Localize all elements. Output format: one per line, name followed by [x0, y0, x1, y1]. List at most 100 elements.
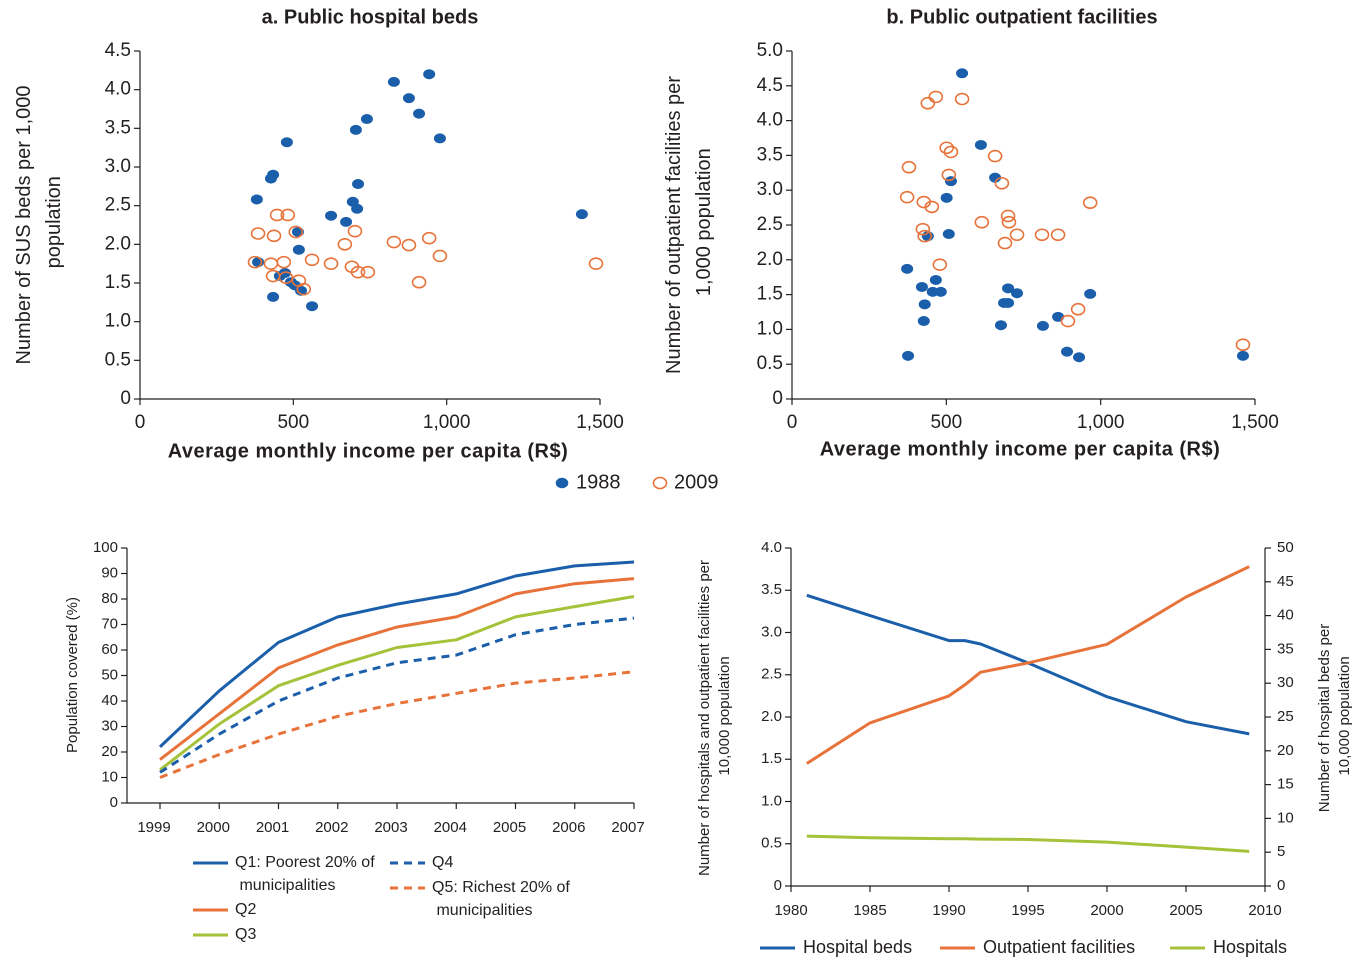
chart-panel: 0 0.5 1.0 1.5 2.0 2.5 3.0 3.5 4.0 0 5 10 15 20 25 30 35 4… [696, 539, 1353, 919]
scatter-point [575, 209, 588, 220]
y-tick-label: 0 [120, 388, 131, 409]
legend-marker [555, 477, 569, 489]
scatter-point [941, 168, 957, 182]
scatter-point [360, 265, 376, 279]
y-tick-label: 4.5 [757, 75, 783, 96]
x-tick-label: 1,000 [423, 412, 471, 433]
x-tick-label: 2001 [256, 819, 289, 836]
scatter-point [1009, 228, 1025, 242]
scatter-point [276, 255, 292, 269]
scatter-point [1036, 320, 1049, 331]
legend-marker [652, 476, 668, 490]
x-tick-label: 1999 [137, 819, 170, 836]
y-tick-label: 1.0 [757, 318, 783, 339]
scatter-point [421, 231, 437, 245]
y-tick-label: 10 [101, 768, 118, 785]
y-tick-label: 3.0 [757, 179, 783, 200]
scatter-point [292, 244, 305, 255]
x-tick-label: 1,500 [576, 412, 624, 433]
line-series [159, 616, 635, 774]
y-tick-label: 0 [774, 877, 782, 894]
scatter-point [323, 257, 339, 270]
scatter-point [924, 200, 940, 214]
line-series [806, 834, 1250, 853]
scatter-point [263, 257, 279, 270]
legend-label: Q5: Richest 20% of municipalities [432, 879, 570, 919]
y-tick-label: 0.5 [757, 353, 783, 374]
scatter-point [956, 68, 969, 79]
y-tick-label: 2.5 [761, 666, 782, 683]
y-tick-label: 3.0 [761, 623, 782, 640]
scatter-point [250, 227, 266, 240]
legend-label: 1988 [576, 471, 621, 493]
y2-axis-label: Number of hospital beds per 10,000 popul… [1316, 624, 1353, 812]
y-tick-label: 4.0 [757, 110, 783, 131]
scatter-point [1002, 283, 1015, 294]
chart-title: b. Public outpatient facilities [886, 6, 1157, 28]
scatter-point [1060, 314, 1076, 328]
scatter-point [1073, 352, 1086, 363]
y2-tick-label: 40 [1277, 607, 1294, 624]
line-series [158, 560, 635, 748]
y-axis-label: Number of outpatient facilities per 1,00… [663, 76, 715, 374]
scatter-point [337, 238, 353, 251]
scatter-point [269, 208, 285, 222]
y-axis-label: Number of hospitals and outpatient facil… [696, 560, 733, 876]
scatter-point [1011, 288, 1024, 299]
line-series [159, 577, 635, 761]
x-axis-label: Average monthly income per capita (R$) [820, 438, 1221, 460]
scatter-point [266, 229, 282, 243]
y-tick-label: 40 [101, 692, 118, 709]
scatter-point [423, 69, 436, 80]
scatter-point [1001, 215, 1017, 229]
y-tick-label: 5.0 [757, 40, 783, 61]
x-tick-label: 2002 [315, 819, 348, 836]
scatter-point [1070, 302, 1086, 316]
x-tick-label: 0 [135, 412, 146, 433]
line-series [806, 593, 1250, 736]
legend-label: Q2 [235, 901, 256, 918]
scatter-point [899, 190, 915, 204]
scatter-point [918, 299, 931, 310]
y2-tick-label: 30 [1277, 674, 1294, 691]
chart-panel: 0 10 20 30 40 50 60 70 80 90 100 1999 2000 2001 2002 20… [64, 539, 645, 836]
scatter-point [304, 253, 320, 267]
scatter-point [401, 238, 417, 252]
y-tick-label: 3.5 [761, 581, 782, 598]
y-tick-label: 30 [101, 717, 118, 734]
x-tick-label: 1,000 [1077, 412, 1125, 433]
scatter-point [280, 137, 293, 148]
x-tick-label: 500 [277, 412, 309, 433]
x-tick-label: 2005 [1169, 902, 1202, 919]
y-tick-label: 0.5 [105, 349, 131, 370]
scatter-point [901, 160, 917, 174]
y-tick-label: 4.0 [761, 539, 782, 556]
scatter-point [588, 257, 604, 270]
x-tick-label: 2004 [434, 819, 467, 836]
scatter-point [934, 286, 947, 297]
scatter-point [994, 320, 1007, 331]
y-tick-label: 2.0 [757, 249, 783, 270]
y-tick-label: 60 [101, 641, 118, 658]
x-axis-label: Average monthly income per capita (R$) [168, 440, 569, 462]
y-tick-label: 1.0 [761, 792, 782, 809]
legend-label: Q4 [432, 854, 453, 871]
scatter-point [288, 225, 304, 239]
scatter-point [1050, 228, 1066, 242]
scatter-point [932, 258, 948, 271]
scatter-point [915, 281, 928, 292]
y2-tick-label: 15 [1277, 776, 1294, 793]
scatter-point [325, 210, 338, 221]
x-tick-label: 2010 [1248, 902, 1281, 919]
y-tick-label: 0.5 [761, 835, 782, 852]
x-tick-label: 500 [930, 412, 962, 433]
scatter-point [1235, 338, 1251, 352]
y-axis-label: Population covered (%) [64, 597, 81, 753]
x-tick-label: 2006 [552, 819, 585, 836]
x-tick-label: 1990 [932, 902, 965, 919]
legend-label: Outpatient facilities [983, 937, 1135, 957]
legend-label: Hospitals [1213, 937, 1287, 957]
scatter-point [264, 173, 277, 184]
y-tick-label: 20 [101, 743, 118, 760]
scatter-point [1034, 228, 1050, 242]
